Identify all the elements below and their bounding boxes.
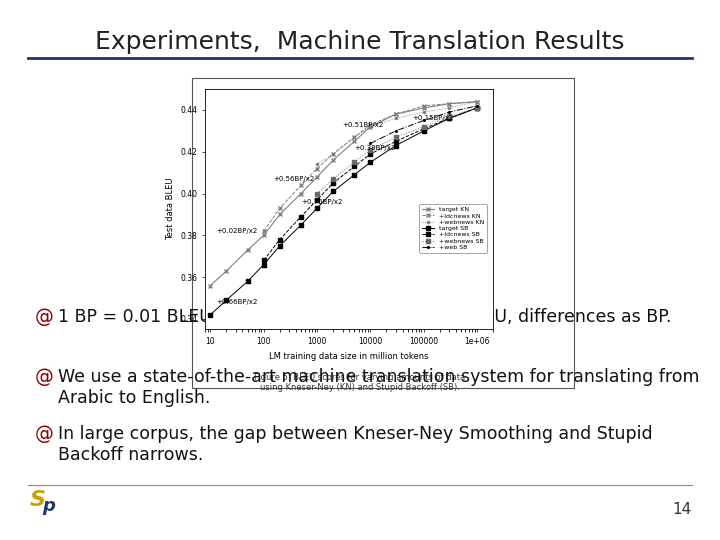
+webnews SB — [473, 105, 482, 111]
target KN — [312, 174, 321, 180]
Text: Experiments,  Machine Translation Results: Experiments, Machine Translation Results — [95, 30, 625, 54]
target KN — [329, 157, 338, 164]
+ldcnews SB — [392, 138, 400, 145]
Line: +ldcnews SB: +ldcnews SB — [264, 108, 477, 260]
Line: target SB: target SB — [210, 108, 477, 315]
target SB — [206, 312, 215, 318]
Line: +webnews SB: +webnews SB — [317, 108, 477, 193]
+web SB — [366, 140, 374, 147]
target SB — [392, 142, 400, 149]
+webnews SB — [420, 124, 428, 130]
target KN — [222, 268, 230, 274]
target KN — [473, 98, 482, 105]
+ldcnews SB — [350, 163, 359, 170]
Text: +0.66BP/x2: +0.66BP/x2 — [217, 299, 258, 305]
+ldcnews KN — [392, 111, 400, 117]
+ldcnews KN — [312, 165, 321, 172]
+ldcnews SB — [420, 126, 428, 132]
+webnews SB — [392, 134, 400, 140]
Text: S: S — [30, 490, 46, 510]
Text: +0.56BP/x2: +0.56BP/x2 — [273, 176, 315, 182]
+webnews KN — [473, 98, 482, 105]
target SB — [445, 115, 454, 122]
target KN — [445, 100, 454, 107]
+web SB — [392, 127, 400, 134]
Text: 14: 14 — [672, 503, 692, 517]
target KN — [350, 138, 359, 145]
target SB — [350, 172, 359, 178]
Text: +0.38BP/x2: +0.38BP/x2 — [354, 145, 396, 151]
Line: +ldcnews KN: +ldcnews KN — [264, 102, 477, 231]
+ldcnews SB — [473, 105, 482, 111]
target SB — [366, 159, 374, 165]
+ldcnews SB — [259, 257, 268, 264]
target SB — [222, 297, 230, 303]
+web SB — [420, 117, 428, 124]
Text: 1 BP = 0.01 BLEU. We show system scores as BLEU, differences as BP.: 1 BP = 0.01 BLEU. We show system scores … — [58, 308, 672, 326]
+web SB — [445, 109, 454, 116]
+ldcnews SB — [445, 115, 454, 122]
+ldcnews SB — [366, 151, 374, 157]
+webnews SB — [329, 176, 338, 182]
+webnews SB — [312, 190, 321, 197]
+ldcnews KN — [297, 182, 305, 188]
Line: target KN: target KN — [210, 102, 477, 286]
+webnews SB — [366, 146, 374, 153]
Legend: target KN, +ldcnews KN, +webnews KN, target SB, +ldcnews SB, +webnews SB, +web S: target KN, +ldcnews KN, +webnews KN, tar… — [419, 204, 487, 253]
Line: +web SB: +web SB — [370, 106, 477, 144]
+ldcnews KN — [420, 103, 428, 109]
Text: In large corpus, the gap between Kneser-Ney Smoothing and Stupid
Backoff narrows: In large corpus, the gap between Kneser-… — [58, 425, 652, 464]
+web SB — [473, 103, 482, 109]
target SB — [312, 205, 321, 212]
+ldcnews KN — [445, 100, 454, 107]
target KN — [259, 232, 268, 239]
+webnews KN — [350, 134, 359, 140]
+ldcnews SB — [312, 197, 321, 203]
target KN — [392, 111, 400, 117]
+ldcnews KN — [329, 151, 338, 157]
Line: +webnews KN: +webnews KN — [317, 102, 477, 164]
target SB — [473, 105, 482, 111]
+webnews KN — [392, 115, 400, 122]
Text: @: @ — [35, 368, 54, 387]
target KN — [206, 282, 215, 289]
+ldcnews KN — [473, 98, 482, 105]
+ldcnews KN — [276, 205, 284, 212]
+ldcnews KN — [350, 134, 359, 140]
Text: +0.70BP/x2: +0.70BP/x2 — [301, 199, 343, 205]
+webnews SB — [350, 159, 359, 165]
Y-axis label: Test data BLEU: Test data BLEU — [166, 178, 175, 240]
+ldcnews SB — [297, 213, 305, 220]
target SB — [259, 261, 268, 268]
target KN — [297, 190, 305, 197]
Text: p: p — [42, 497, 55, 515]
+webnews KN — [445, 105, 454, 111]
target SB — [243, 278, 252, 285]
target KN — [420, 105, 428, 111]
target KN — [276, 211, 284, 218]
+ldcnews SB — [276, 237, 284, 243]
+webnews KN — [329, 151, 338, 157]
Text: We use a state-of-the-art machine translation system for translating from
Arabic: We use a state-of-the-art machine transl… — [58, 368, 700, 407]
+webnews KN — [420, 109, 428, 116]
+webnews KN — [312, 161, 321, 167]
X-axis label: LM training data size in million tokens: LM training data size in million tokens — [269, 352, 429, 361]
target KN — [243, 247, 252, 253]
target SB — [276, 242, 284, 249]
Text: @: @ — [35, 308, 54, 327]
+webnews KN — [366, 124, 374, 130]
target KN — [366, 124, 374, 130]
Text: +0.51BP/x2: +0.51BP/x2 — [343, 122, 384, 128]
+ldcnews KN — [366, 122, 374, 128]
target SB — [420, 127, 428, 134]
Text: Figure 5: BLEU scores for varying amounts of data
using Kneser-Ney (KN) and Stup: Figure 5: BLEU scores for varying amount… — [254, 373, 466, 393]
target SB — [297, 222, 305, 228]
+ldcnews SB — [329, 180, 338, 186]
target SB — [329, 188, 338, 195]
+webnews SB — [445, 113, 454, 119]
Text: +0.02BP/x2: +0.02BP/x2 — [217, 228, 258, 234]
Text: +0.15BP/x2: +0.15BP/x2 — [412, 116, 453, 122]
+ldcnews KN — [259, 228, 268, 234]
Text: @: @ — [35, 425, 54, 444]
